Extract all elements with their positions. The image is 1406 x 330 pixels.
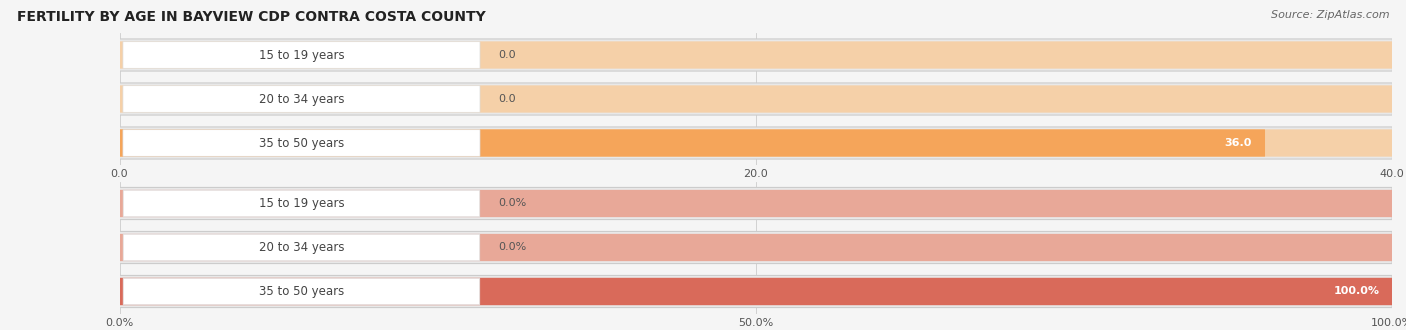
Text: 35 to 50 years: 35 to 50 years: [259, 137, 344, 149]
FancyBboxPatch shape: [120, 129, 1265, 157]
FancyBboxPatch shape: [120, 190, 1392, 217]
FancyBboxPatch shape: [120, 187, 1392, 219]
Text: 36.0: 36.0: [1225, 138, 1251, 148]
FancyBboxPatch shape: [122, 42, 479, 68]
Text: Source: ZipAtlas.com: Source: ZipAtlas.com: [1271, 10, 1389, 20]
Text: 20 to 34 years: 20 to 34 years: [259, 92, 344, 106]
FancyBboxPatch shape: [120, 278, 1392, 305]
FancyBboxPatch shape: [120, 231, 1392, 264]
FancyBboxPatch shape: [120, 85, 1392, 113]
Text: 100.0%: 100.0%: [1333, 286, 1379, 296]
Text: FERTILITY BY AGE IN BAYVIEW CDP CONTRA COSTA COUNTY: FERTILITY BY AGE IN BAYVIEW CDP CONTRA C…: [17, 10, 485, 24]
FancyBboxPatch shape: [120, 276, 1392, 308]
FancyBboxPatch shape: [120, 129, 1392, 157]
Text: 0.0: 0.0: [499, 50, 516, 60]
FancyBboxPatch shape: [120, 234, 1392, 261]
Text: 0.0: 0.0: [499, 94, 516, 104]
Text: 15 to 19 years: 15 to 19 years: [259, 49, 344, 61]
FancyBboxPatch shape: [120, 83, 1392, 115]
Text: 0.0%: 0.0%: [499, 243, 527, 252]
FancyBboxPatch shape: [122, 86, 479, 112]
Text: 0.0%: 0.0%: [499, 199, 527, 209]
Text: 20 to 34 years: 20 to 34 years: [259, 241, 344, 254]
Text: 35 to 50 years: 35 to 50 years: [259, 285, 344, 298]
Text: 15 to 19 years: 15 to 19 years: [259, 197, 344, 210]
FancyBboxPatch shape: [120, 41, 1392, 69]
FancyBboxPatch shape: [124, 278, 479, 305]
FancyBboxPatch shape: [122, 130, 479, 156]
FancyBboxPatch shape: [124, 190, 479, 217]
FancyBboxPatch shape: [120, 127, 1392, 159]
FancyBboxPatch shape: [124, 234, 479, 261]
FancyBboxPatch shape: [120, 39, 1392, 71]
FancyBboxPatch shape: [120, 278, 1392, 305]
